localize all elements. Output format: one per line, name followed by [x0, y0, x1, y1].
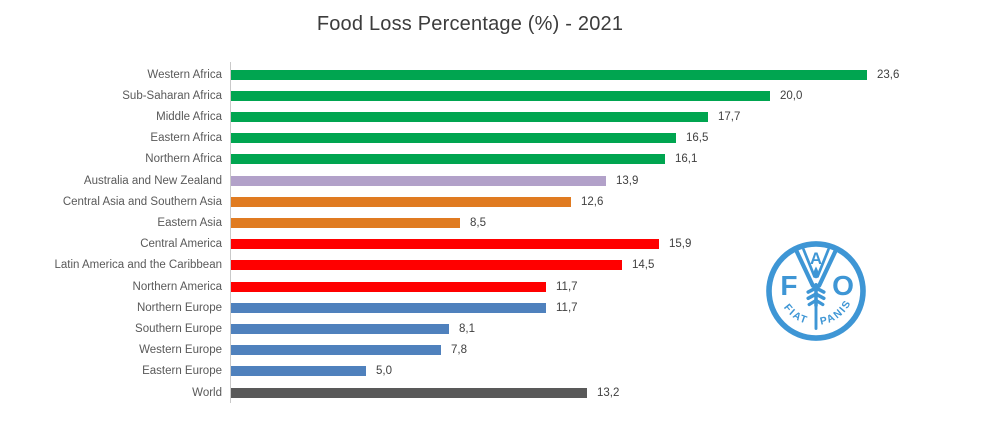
value-label: 12,6	[581, 195, 604, 208]
value-label: 13,9	[616, 174, 639, 187]
value-label: 11,7	[556, 280, 578, 293]
bar-red	[231, 281, 546, 292]
category-label: Sub-Saharan Africa	[122, 89, 222, 102]
bar-orange	[231, 196, 571, 207]
category-label: Eastern Europe	[142, 365, 222, 378]
value-label: 14,5	[632, 259, 655, 272]
fao-letter-f: F	[780, 270, 797, 301]
droplet-icon	[813, 266, 819, 279]
category-label: Central Asia and Southern Asia	[62, 195, 222, 208]
value-label: 13,2	[597, 386, 620, 399]
value-label: 20,0	[780, 89, 803, 102]
wheat-icon	[794, 248, 838, 288]
y-axis-line	[230, 62, 231, 403]
value-label: 11,7	[556, 301, 578, 314]
category-label: Middle Africa	[156, 110, 222, 123]
bar-purple	[231, 175, 606, 186]
category-label: Northern America	[132, 280, 222, 293]
fao-letter-a: A	[810, 249, 822, 268]
value-label: 8,1	[459, 322, 475, 335]
bar-blue	[231, 345, 441, 356]
category-label: Western Africa	[147, 68, 222, 81]
fao-logo-circle	[766, 241, 866, 341]
value-label: 16,5	[686, 132, 709, 145]
bar-red	[231, 260, 622, 271]
bar-orange	[231, 217, 460, 228]
fao-logo: F A O FIAT PANIS	[766, 241, 866, 341]
value-label: 15,9	[669, 238, 692, 251]
chart-title: Food Loss Percentage (%) - 2021	[316, 13, 624, 35]
value-label: 23,6	[877, 68, 900, 81]
bar-gray	[231, 387, 587, 398]
bar-green	[231, 69, 867, 80]
category-label: Australia and New Zealand	[83, 174, 222, 187]
bar-blue	[231, 302, 546, 313]
value-label: 5,0	[376, 365, 392, 378]
fao-letter-o: O	[832, 270, 854, 301]
bar-blue	[231, 323, 449, 334]
bar-blue	[231, 366, 366, 377]
value-label: 8,5	[470, 216, 486, 229]
category-label: Northern Africa	[145, 153, 222, 166]
value-label: 17,7	[718, 110, 741, 123]
category-label: Northern Europe	[136, 301, 222, 314]
category-label: World	[192, 386, 222, 399]
category-label: Western Europe	[139, 344, 222, 357]
bar-green	[231, 133, 676, 144]
bar-green	[231, 111, 708, 122]
bar-green	[231, 90, 770, 101]
category-label: Eastern Africa	[150, 132, 222, 145]
category-label: Latin America and the Caribbean	[54, 259, 223, 272]
wheat-head-icon	[806, 282, 826, 330]
value-label: 7,8	[451, 344, 467, 357]
category-label: Central America	[140, 238, 222, 251]
bar-green	[231, 154, 665, 165]
category-label: Eastern Asia	[157, 216, 222, 229]
bar-red	[231, 239, 659, 250]
value-label: 16,1	[675, 153, 698, 166]
category-label: Southern Europe	[135, 322, 222, 335]
